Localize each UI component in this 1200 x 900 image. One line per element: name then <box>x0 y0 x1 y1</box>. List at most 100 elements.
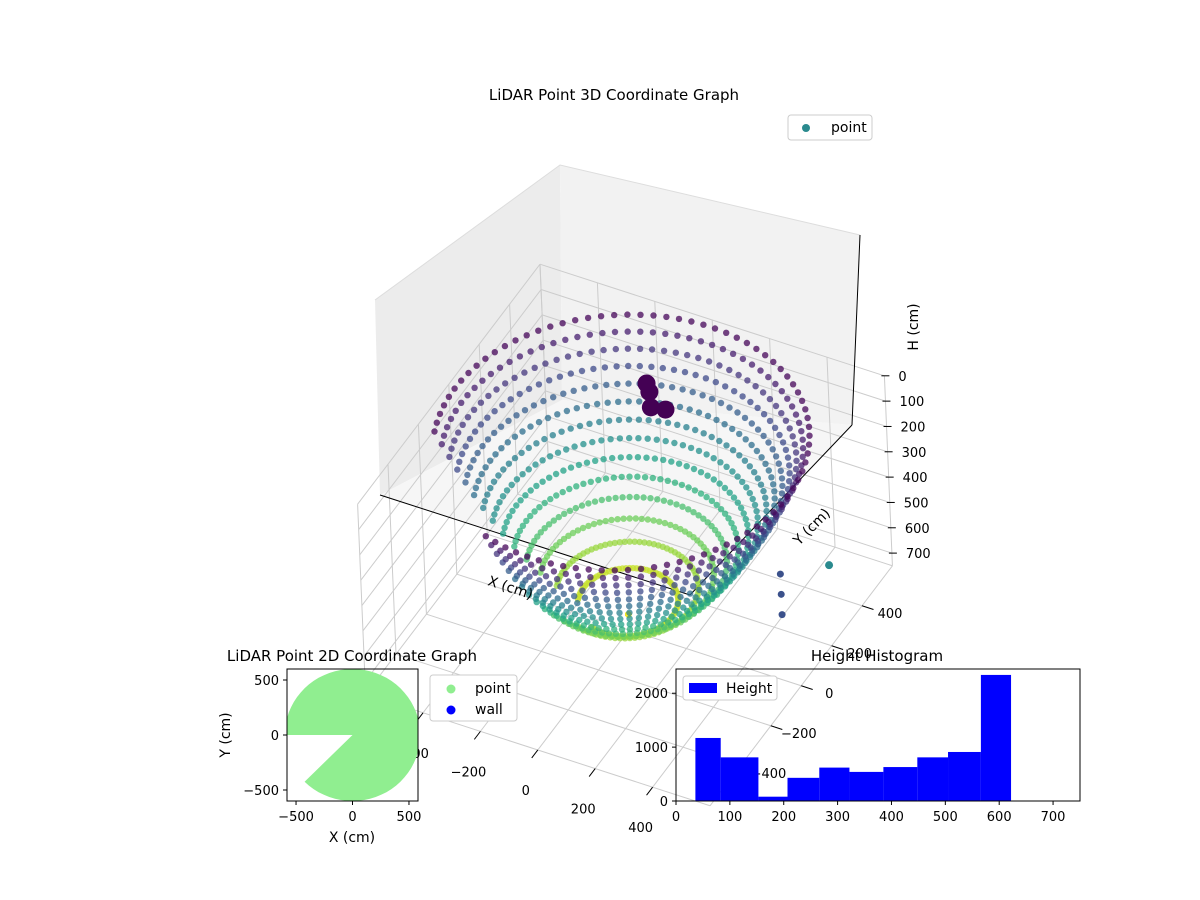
surface-point <box>611 539 619 547</box>
surface-point <box>739 393 746 400</box>
surface-point <box>647 600 654 608</box>
surface-point <box>596 418 603 426</box>
surface-point <box>580 480 587 487</box>
surface-point <box>637 565 645 573</box>
surface-point <box>567 425 574 432</box>
surface-point <box>462 479 469 486</box>
grid-line <box>387 464 397 655</box>
grid-line <box>826 357 836 548</box>
surface-point <box>506 358 513 366</box>
surface-point <box>490 478 498 485</box>
surface-point <box>517 557 524 564</box>
surface-point <box>624 328 631 335</box>
surface-point <box>663 561 671 568</box>
histogram-bar <box>695 737 721 801</box>
surface-point <box>497 547 504 554</box>
surface-point <box>458 399 465 406</box>
surface-point <box>769 446 776 453</box>
surface-point <box>654 496 661 503</box>
surface-point <box>679 586 687 593</box>
surface-point <box>734 535 741 543</box>
surface-point <box>713 578 721 585</box>
surface-point <box>695 512 702 519</box>
surface-point <box>763 507 770 515</box>
surface-point <box>564 353 572 360</box>
surface-point <box>762 352 769 359</box>
surface-point <box>677 593 684 601</box>
surface-point <box>616 609 623 617</box>
surface-point <box>772 402 780 410</box>
x-tick-mark-3d <box>473 731 481 740</box>
legend-2d-label-wall: wall <box>475 702 503 718</box>
surface-point <box>615 416 623 424</box>
surface-point <box>708 433 715 441</box>
surface-point <box>660 456 667 464</box>
surface-point <box>679 442 687 449</box>
surface-point <box>479 377 486 384</box>
surface-point <box>742 436 749 443</box>
surface-point <box>513 412 520 419</box>
surface-point <box>765 439 772 446</box>
surface-point <box>708 497 716 505</box>
surface-point <box>590 365 597 373</box>
surface-point <box>596 519 603 526</box>
surface-point <box>545 592 552 599</box>
surface-point <box>775 460 782 467</box>
surface-point <box>706 563 713 570</box>
wall-cluster-point <box>776 570 784 578</box>
surface-point <box>716 437 723 445</box>
surface-point <box>612 494 619 502</box>
surface-point <box>644 613 652 620</box>
x-tick-mark-3d <box>588 768 596 777</box>
surface-point <box>559 320 566 327</box>
surface-point <box>536 577 543 584</box>
surface-point <box>538 343 545 351</box>
surface-point <box>487 370 495 378</box>
surface-point <box>667 596 674 603</box>
histogram-x-tick-label: 100 <box>717 810 742 825</box>
surface-point <box>452 407 459 414</box>
surface-point <box>770 358 777 366</box>
surface-point <box>744 521 751 528</box>
surface-point <box>500 466 507 473</box>
surface-point <box>697 469 705 476</box>
surface-point <box>606 540 614 547</box>
surface-point <box>505 460 513 467</box>
surface-point <box>759 389 767 396</box>
surface-point <box>641 539 648 546</box>
surface-point <box>705 582 712 589</box>
legend-histogram: Height <box>682 675 778 701</box>
surface-point <box>695 447 703 455</box>
chart-2d: LiDAR Point 2D Coordinate Graph −500 0 500… <box>218 647 518 846</box>
surface-point <box>746 489 753 497</box>
surface-point <box>596 609 603 616</box>
surface-point <box>535 327 542 334</box>
surface-point <box>635 614 643 622</box>
surface-point <box>683 597 690 604</box>
surface-point <box>765 373 772 381</box>
surface-point <box>466 435 474 443</box>
surface-point <box>802 459 809 466</box>
surface-point <box>611 311 618 319</box>
surface-point <box>735 547 743 554</box>
surface-point <box>614 380 621 388</box>
surface-point <box>565 578 572 585</box>
surface-point <box>697 338 705 345</box>
surface-point <box>633 493 640 501</box>
grid-line <box>539 263 885 377</box>
surface-point <box>485 392 492 400</box>
surface-point <box>771 495 778 502</box>
surface-point <box>477 399 485 406</box>
surface-point <box>625 574 632 581</box>
surface-point <box>702 375 710 382</box>
surface-point <box>760 432 767 440</box>
surface-point <box>734 409 741 416</box>
surface-point <box>522 577 529 584</box>
surface-point <box>523 517 530 525</box>
surface-point <box>805 423 813 430</box>
surface-point <box>784 493 791 500</box>
surface-point <box>535 557 542 564</box>
surface-point <box>590 520 598 528</box>
histogram-bar <box>917 757 949 801</box>
surface-point <box>511 374 518 381</box>
